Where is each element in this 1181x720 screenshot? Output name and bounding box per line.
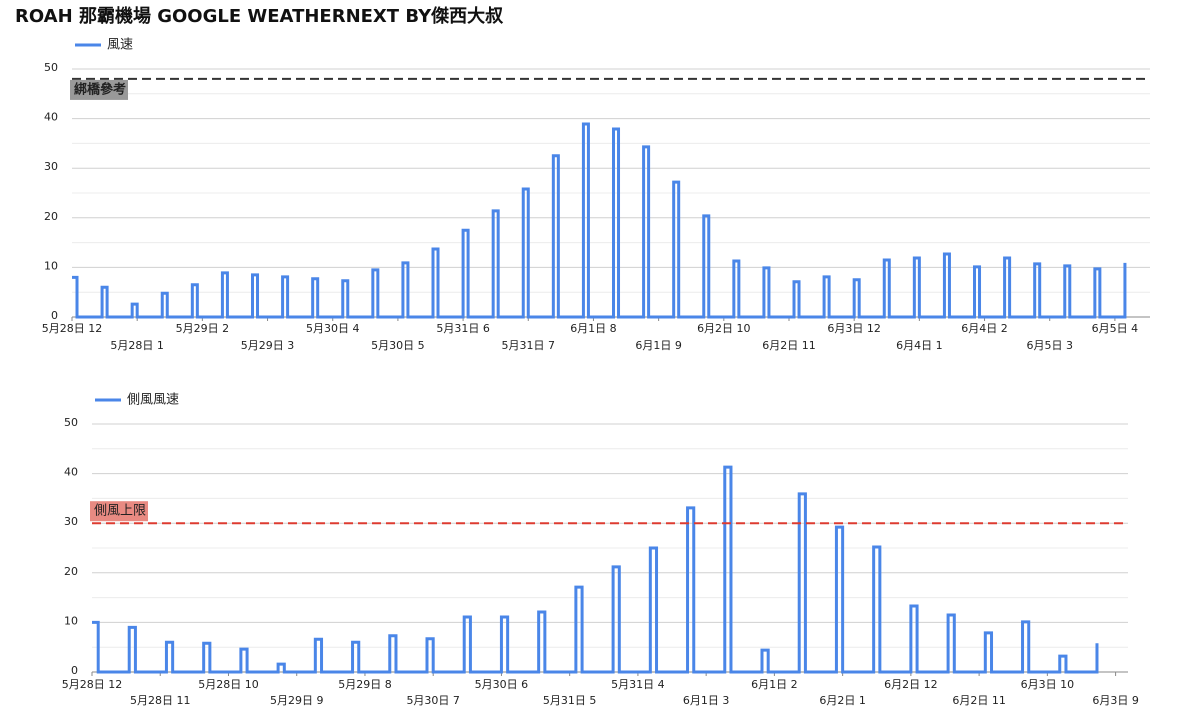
x-tick-label: 6月4日 1 [896, 339, 943, 352]
y-tick-label: 50 [64, 416, 78, 429]
x-tick-label: 6月3日 10 [1021, 678, 1075, 691]
x-tick-label: 5月29日 8 [338, 678, 392, 691]
x-tick-label: 5月31日 6 [436, 322, 490, 335]
x-tick-label: 6月2日 10 [697, 322, 751, 335]
y-tick-label: 20 [64, 565, 78, 578]
reference-label-bg [70, 79, 129, 100]
x-tick-label: 6月3日 12 [827, 322, 881, 335]
y-tick-label: 10 [44, 259, 58, 272]
x-tick-label: 5月31日 5 [543, 694, 597, 707]
x-tick-label: 6月1日 9 [635, 339, 682, 352]
reference-label-text: 綁橋參考 [74, 81, 126, 97]
x-tick-label: 6月5日 3 [1026, 339, 1073, 352]
y-tick-label: 30 [64, 515, 78, 528]
x-tick-label: 6月1日 3 [683, 694, 730, 707]
legend-label: 側風風速 [127, 393, 179, 408]
y-tick-label: 40 [64, 466, 78, 479]
x-tick-label: 6月1日 2 [751, 678, 798, 691]
x-tick-label: 5月31日 4 [611, 678, 665, 691]
reference-label-bg [90, 501, 149, 522]
series-line [72, 122, 1127, 319]
x-tick-label: 5月28日 11 [130, 694, 191, 707]
y-tick-label: 10 [64, 614, 78, 627]
x-tick-label: 6月3日 9 [1092, 694, 1139, 707]
legend-label: 風速 [107, 38, 133, 53]
x-tick-label: 5月28日 12 [62, 678, 123, 691]
x-tick-label: 6月2日 12 [884, 678, 938, 691]
x-tick-label: 6月2日 11 [762, 339, 816, 352]
x-tick-label: 6月4日 2 [961, 322, 1008, 335]
page-title: ROAH 那霸機場 GOOGLE WEATHERNEXT BY傑西大叔 [15, 5, 504, 27]
y-tick-label: 0 [51, 309, 58, 322]
x-tick-label: 5月29日 3 [241, 339, 295, 352]
x-tick-label: 5月29日 9 [270, 694, 324, 707]
y-tick-label: 30 [44, 160, 58, 173]
reference-label: 綁橋參考 [70, 79, 129, 100]
x-tick-label: 6月5日 4 [1092, 322, 1139, 335]
x-tick-label: 5月28日 1 [110, 339, 164, 352]
x-tick-label: 5月28日 10 [198, 678, 259, 691]
y-tick-label: 50 [44, 61, 58, 74]
x-tick-label: 6月1日 8 [570, 322, 617, 335]
x-tick-label: 5月30日 4 [306, 322, 360, 335]
reference-label-text: 側風上限 [94, 504, 146, 519]
x-tick-label: 5月30日 6 [475, 678, 529, 691]
x-tick-label: 5月30日 7 [406, 694, 460, 707]
x-tick-label: 5月30日 5 [371, 339, 425, 352]
x-tick-label: 5月31日 7 [502, 339, 556, 352]
series-line [92, 465, 1099, 674]
x-tick-label: 5月28日 12 [42, 322, 103, 335]
y-tick-label: 0 [71, 664, 78, 677]
x-tick-label: 6月2日 1 [819, 694, 866, 707]
x-tick-label: 5月29日 2 [176, 322, 230, 335]
y-tick-label: 20 [44, 210, 58, 223]
reference-label: 側風上限 [90, 501, 149, 522]
x-tick-label: 6月2日 11 [952, 694, 1006, 707]
y-tick-label: 40 [44, 111, 58, 124]
